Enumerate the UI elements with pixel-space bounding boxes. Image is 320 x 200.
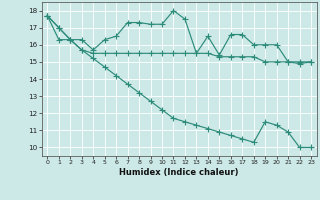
- X-axis label: Humidex (Indice chaleur): Humidex (Indice chaleur): [119, 168, 239, 177]
